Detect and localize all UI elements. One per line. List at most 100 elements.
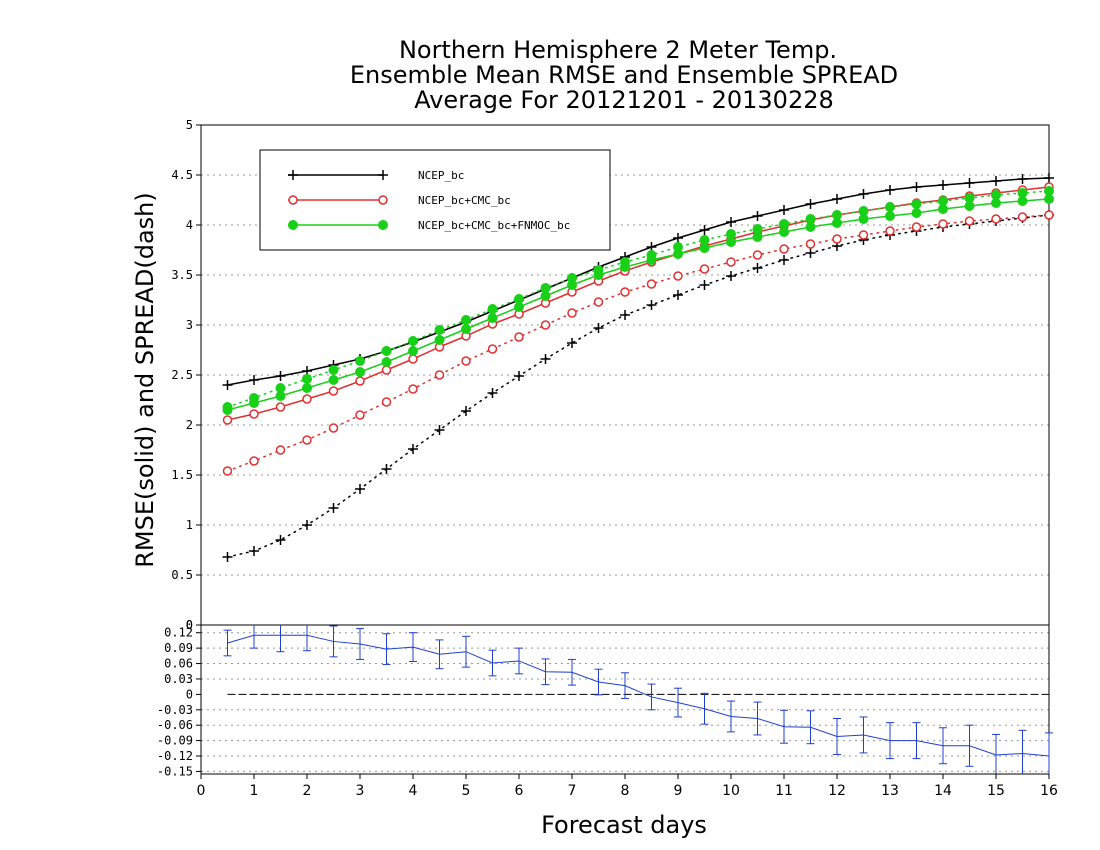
data-point	[858, 206, 869, 216]
data-point	[487, 388, 498, 398]
data-point	[381, 464, 392, 474]
error-bar	[912, 722, 921, 760]
data-point	[461, 406, 471, 416]
error-bar	[515, 647, 523, 675]
difference-series	[223, 625, 1053, 774]
x-tick-label: 8	[621, 783, 630, 799]
data-point	[646, 300, 657, 310]
data-point	[593, 265, 604, 275]
data-point	[487, 304, 498, 314]
x-tick-label: 6	[515, 783, 524, 799]
top-y-tick-label: 0.5	[171, 568, 193, 582]
data-point	[699, 264, 710, 274]
data-point	[832, 194, 842, 204]
bottom-y-top-label: 0	[186, 618, 193, 632]
data-point	[620, 287, 630, 297]
error-bar	[435, 639, 444, 670]
data-point	[1044, 210, 1054, 220]
legend-marker	[288, 170, 298, 180]
bottom-y-tick-label: -0.06	[157, 718, 193, 732]
x-tick-label: 13	[881, 783, 899, 799]
bottom-panel-y-ticks: 0.120.090.060.030-0.03-0.06-0.09-0.12-0.…	[157, 618, 201, 778]
data-point	[408, 346, 418, 356]
top-y-tick-label: 0	[186, 618, 193, 632]
data-point	[779, 219, 789, 229]
error-bar	[753, 701, 762, 736]
data-point	[1017, 188, 1028, 198]
data-point	[355, 410, 365, 420]
data-point	[302, 374, 312, 384]
data-point	[408, 336, 418, 346]
x-tick-label: 9	[674, 783, 683, 799]
data-point	[381, 357, 392, 367]
data-point	[885, 202, 895, 212]
data-point	[779, 255, 789, 265]
data-point	[805, 199, 816, 209]
data-point	[328, 423, 339, 433]
data-point	[752, 263, 763, 273]
top-y-tick-label: 4	[186, 218, 193, 232]
error-bar	[409, 632, 417, 662]
data-point	[249, 546, 259, 556]
error-bar	[1045, 732, 1053, 774]
bottom-panel-series	[223, 625, 1053, 774]
data-point	[461, 324, 471, 334]
data-point	[699, 225, 710, 235]
top-panel-y-ticks: 0 0.5 1 1.5 2 2.5 3 3.5 4 4.5 5	[171, 118, 201, 632]
data-point	[567, 338, 577, 348]
data-point	[514, 332, 524, 342]
x-tick-label: 5	[462, 783, 471, 799]
data-point	[355, 356, 365, 366]
data-point	[302, 435, 312, 445]
data-point	[805, 248, 816, 258]
data-point	[673, 242, 683, 252]
y-axis-label: RMSE(solid) and SPREAD(dash)	[131, 192, 159, 568]
error-bar	[276, 625, 285, 653]
data-point	[885, 211, 895, 221]
bottom-panel-frame	[200, 624, 1050, 775]
data-point	[938, 196, 948, 206]
data-point	[275, 383, 286, 393]
data-point	[593, 297, 604, 307]
error-bar	[700, 692, 709, 725]
legend: NCEP_bc NCEP_bc+CMC_bc NCEP_bc+CMC_bc+FNMO…	[259, 149, 611, 251]
x-tick-label: 3	[356, 783, 365, 799]
legend-item: NCEP_bc+CMC_bc+FNMOC_bc	[288, 219, 570, 232]
bottom-y-tick-label: 0	[186, 687, 193, 701]
top-y-tick-label: 2	[186, 418, 193, 432]
data-point	[249, 456, 259, 466]
x-tick-label: 0	[197, 783, 206, 799]
data-point	[434, 335, 445, 345]
data-point	[355, 484, 365, 494]
data-point	[328, 503, 339, 513]
error-bar	[250, 625, 258, 649]
error-bar	[462, 635, 470, 668]
data-point	[381, 397, 392, 407]
data-point	[275, 371, 286, 381]
x-tick-label: 1	[250, 783, 259, 799]
x-tick-label: 15	[987, 783, 1005, 799]
data-point	[911, 199, 922, 209]
data-point	[620, 310, 630, 320]
data-point	[726, 217, 736, 227]
x-tick-label: 16	[1040, 783, 1058, 799]
legend-label: NCEP_bc+CMC_bc	[418, 194, 511, 207]
series-spread-3	[222, 210, 1054, 562]
data-point	[540, 283, 551, 293]
x-tick-label: 4	[409, 783, 418, 799]
data-point	[673, 233, 683, 243]
data-point	[858, 230, 869, 240]
data-point	[461, 315, 471, 325]
data-point	[222, 552, 233, 562]
legend-marker	[288, 195, 298, 205]
data-point	[991, 214, 1001, 224]
error-bar	[541, 658, 550, 686]
legend-marker	[378, 220, 388, 230]
data-point	[885, 185, 895, 195]
data-point	[779, 244, 789, 254]
x-axis-ticks: 0 1 2 3 4 5 6 7 8 9 10 11 12 13 14 15 16	[197, 774, 1058, 799]
data-point	[911, 208, 922, 218]
data-point	[911, 222, 922, 232]
data-point	[302, 520, 312, 530]
data-point	[726, 257, 736, 267]
